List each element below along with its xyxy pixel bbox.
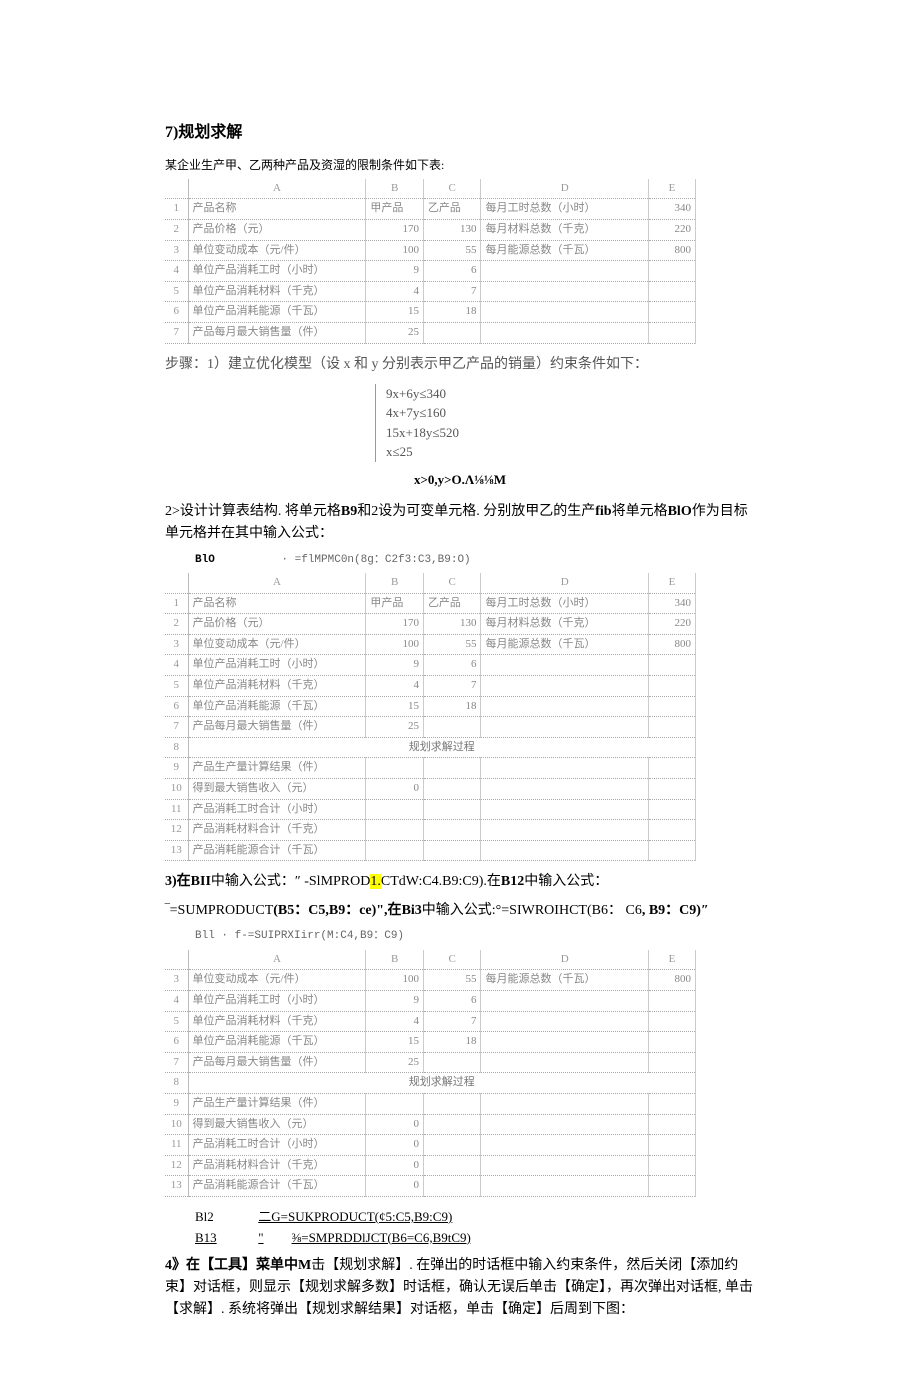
table-row: 2产品价格（元）170130每月材料总数（千克）220: [165, 219, 696, 240]
table-row: 5单位产品消耗材料（千克）47: [165, 1011, 696, 1032]
table-row: 7产品每月最大销售量（件）25: [165, 717, 696, 738]
table-row: 13产品消耗能源合计（千瓦）0: [165, 1176, 696, 1197]
table-row: 5单位产品消耗材料（千克）47: [165, 281, 696, 302]
table-row: 7产品每月最大销售量（件）25: [165, 1052, 696, 1073]
table-row: 8规划求解过程: [165, 1073, 696, 1094]
table1: A B C D E 1产品名称甲产品乙产品每月工时总数（小时）340 2产品价格…: [165, 179, 696, 344]
table2-wrap: ABCDE 1产品名称甲产品乙产品每月工时总数（小时）340 2产品价格（元）1…: [165, 573, 696, 861]
table-row: 11产品消耗工时合计（小时）0: [165, 1135, 696, 1156]
table-row: 8规划求解过程: [165, 737, 696, 758]
section-heading: 7)规划求解: [165, 120, 755, 146]
table-row: 3单位变动成本（元/件）10055每月能源总数（千瓦）800: [165, 240, 696, 261]
table-row: 6单位产品消耗能源（千瓦）1518: [165, 696, 696, 717]
col-A: A: [188, 179, 366, 199]
table3-wrap: ABCDE 3单位变动成本（元/件）10055每月能源总数（千瓦）800 4单位…: [165, 950, 696, 1197]
step3-line1: 3)在BII中输入公式：″ -SlMPROD1.CTdW:C4.B9:C9).在…: [165, 871, 755, 893]
table-row: 4单位产品消耗工时（小时）96: [165, 261, 696, 282]
table-row: 12产品消耗材料合计（千克）: [165, 820, 696, 841]
table-row: 7产品每月最大销售量（件）25: [165, 322, 696, 343]
table-row: 13产品消耗能源合计（千瓦）: [165, 840, 696, 861]
table1-caption: 某企业生产甲、乙两种产品及资湿的限制条件如下表:: [165, 156, 755, 175]
table-row: 5单位产品消耗材料（千克）47: [165, 676, 696, 697]
col-E: E: [648, 179, 695, 199]
col-D: D: [481, 179, 648, 199]
table-row: 10得到最大销售收入（元）0: [165, 1114, 696, 1135]
table-row: 4单位产品消耗工时（小时）96: [165, 990, 696, 1011]
table-row: 6单位产品消耗能源（千瓦）1518: [165, 1032, 696, 1053]
table-row: 1产品名称甲产品乙产品每月工时总数（小时）340: [165, 593, 696, 614]
table3: ABCDE 3单位变动成本（元/件）10055每月能源总数（千瓦）800 4单位…: [165, 950, 696, 1197]
constraint-2: 4x+7y≤160: [386, 403, 755, 423]
formula-line-b12: Bl2 二G=SUKPRODUCT(¢5:C5,B9:C9): [165, 1207, 755, 1228]
table-row: 9产品生产量计算结果（件）: [165, 758, 696, 779]
step3-line2: ‾=SUMPRODUCT(B5：C5,B9：ce)",在Bi3中输入公式:°=S…: [165, 900, 755, 922]
col-B: B: [366, 179, 424, 199]
formula-line-b13: B13 " ⅜=SMPRDDlJCT(B6=C6,B9tC9): [165, 1228, 755, 1249]
table-row: 1产品名称甲产品乙产品每月工时总数（小时）340: [165, 199, 696, 220]
table-row: 4单位产品消耗工时（小时）96: [165, 655, 696, 676]
step1-text: 步骤：1）建立优化模型（设 x 和 y 分别表示甲乙产品的销量）约束条件如下：: [165, 354, 755, 376]
col-blank: [165, 179, 188, 199]
constraint-3: 15x+18y≤520: [386, 423, 755, 443]
highlight-1: 1.: [370, 874, 381, 889]
table-row: 11产品消耗工时合计（小时）: [165, 799, 696, 820]
table-row: 6单位产品消耗能源（千瓦）1518: [165, 302, 696, 323]
table-row: 3单位变动成本（元/件）10055每月能源总数（千瓦）800: [165, 970, 696, 991]
step2-text: 2>设计计算表结构. 将单元格B9和2设为可变单元格. 分别放甲乙的生产fib将…: [165, 501, 755, 546]
constraint-1: 9x+6y≤340: [386, 384, 755, 404]
table-row: 9产品生产量计算结果（件）: [165, 1093, 696, 1114]
table2: ABCDE 1产品名称甲产品乙产品每月工时总数（小时）340 2产品价格（元）1…: [165, 573, 696, 861]
table-row: 3单位变动成本（元/件）10055每月能源总数（千瓦）800: [165, 634, 696, 655]
table-row: 12产品消耗材料合计（千克）0: [165, 1155, 696, 1176]
col-C: C: [423, 179, 481, 199]
constraint-block: 9x+6y≤340 4x+7y≤160 15x+18y≤520 x≤25: [375, 384, 755, 462]
table1-wrap: A B C D E 1产品名称甲产品乙产品每月工时总数（小时）340 2产品价格…: [165, 179, 696, 344]
table1-header: A B C D E: [165, 179, 696, 199]
objective-line: x>0,y>O.Λ⅛⅛M: [165, 470, 755, 491]
formula-bar-2: Bll · f-=SUIPRXIirr(M:C4,B9：C9): [165, 928, 755, 946]
table-row: 10得到最大销售收入（元）0: [165, 779, 696, 800]
formula-bar-1: BlO · =flMPMC0n(8g：C2f3:C3,B9:O): [165, 552, 755, 570]
table-row: 2产品价格（元）170130每月材料总数（千克）220: [165, 614, 696, 635]
step4-text: 4》在【工具】菜单中M击【规划求解】. 在弹出的时话框中输入约束条件，然后关闭【…: [165, 1255, 755, 1322]
constraint-4: x≤25: [386, 442, 755, 462]
